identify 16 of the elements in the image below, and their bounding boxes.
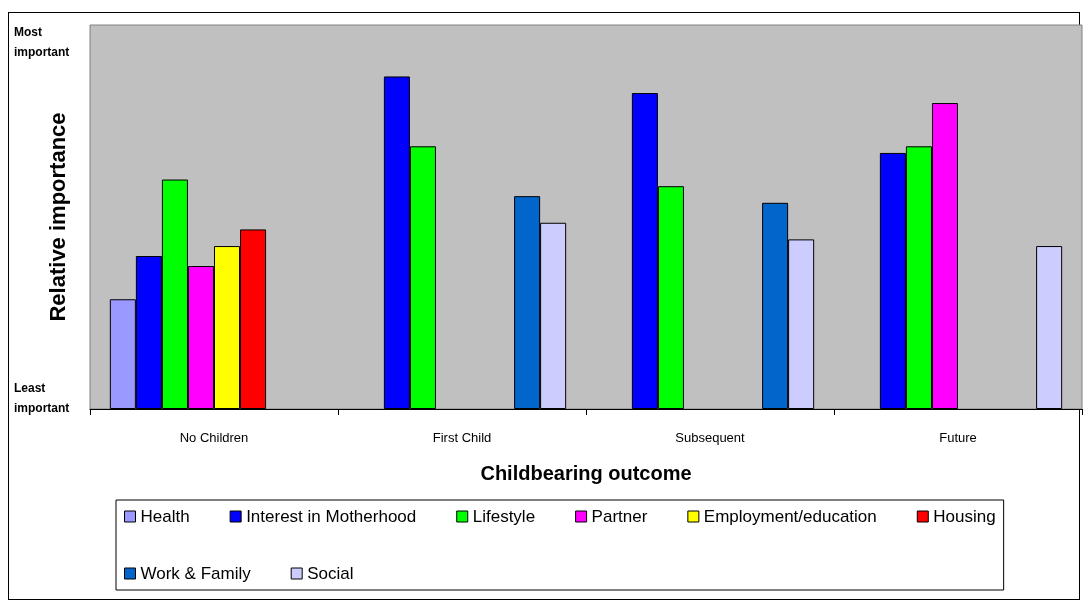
legend-label: Partner [591,507,648,526]
legend-label: Housing [933,507,996,526]
text: Least important [14,381,70,415]
x-tick-label: No Children [179,430,249,445]
legend-label: Social [307,564,354,583]
x-tick-label: First Child [432,430,492,445]
x-axis-title: Childbearing outcome [480,462,692,484]
legend-label: Employment/education [703,507,877,526]
legend-label: Health [140,507,190,526]
legend-label: Lifestyle [472,507,536,526]
x-tick-label: Future [939,430,977,445]
legend-label: Work & Family [140,564,252,583]
legend-label: Interest in Motherhood [246,507,417,526]
y-axis-title: Relative importance [44,112,70,322]
text: Most important [14,25,70,59]
x-tick-label: Subsequent [675,430,746,445]
